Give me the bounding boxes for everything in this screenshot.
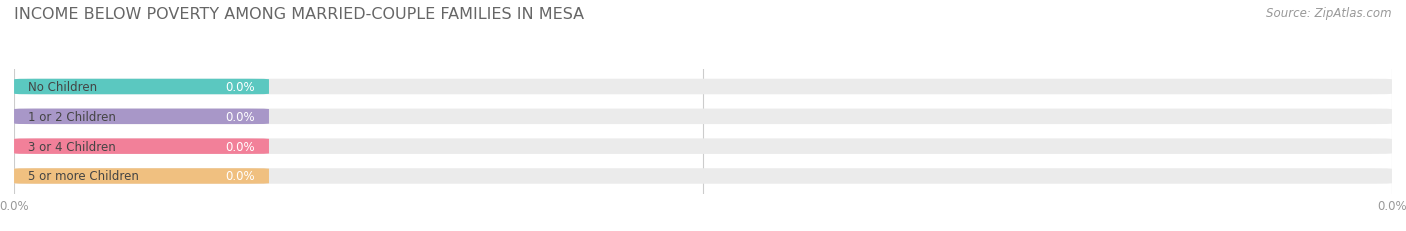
Text: 3 or 4 Children: 3 or 4 Children — [28, 140, 115, 153]
Text: No Children: No Children — [28, 81, 97, 94]
Text: 5 or more Children: 5 or more Children — [28, 170, 139, 183]
Text: INCOME BELOW POVERTY AMONG MARRIED-COUPLE FAMILIES IN MESA: INCOME BELOW POVERTY AMONG MARRIED-COUPL… — [14, 7, 583, 22]
FancyBboxPatch shape — [14, 109, 269, 125]
FancyBboxPatch shape — [14, 79, 1392, 95]
Text: 0.0%: 0.0% — [225, 140, 256, 153]
FancyBboxPatch shape — [14, 79, 269, 95]
FancyBboxPatch shape — [14, 109, 1392, 125]
Text: Source: ZipAtlas.com: Source: ZipAtlas.com — [1267, 7, 1392, 20]
FancyBboxPatch shape — [14, 168, 1392, 184]
Text: 0.0%: 0.0% — [225, 81, 256, 94]
Text: 0.0%: 0.0% — [225, 170, 256, 183]
FancyBboxPatch shape — [14, 139, 1392, 154]
FancyBboxPatch shape — [14, 168, 269, 184]
Text: 1 or 2 Children: 1 or 2 Children — [28, 110, 115, 123]
Text: 0.0%: 0.0% — [225, 110, 256, 123]
FancyBboxPatch shape — [14, 139, 269, 154]
